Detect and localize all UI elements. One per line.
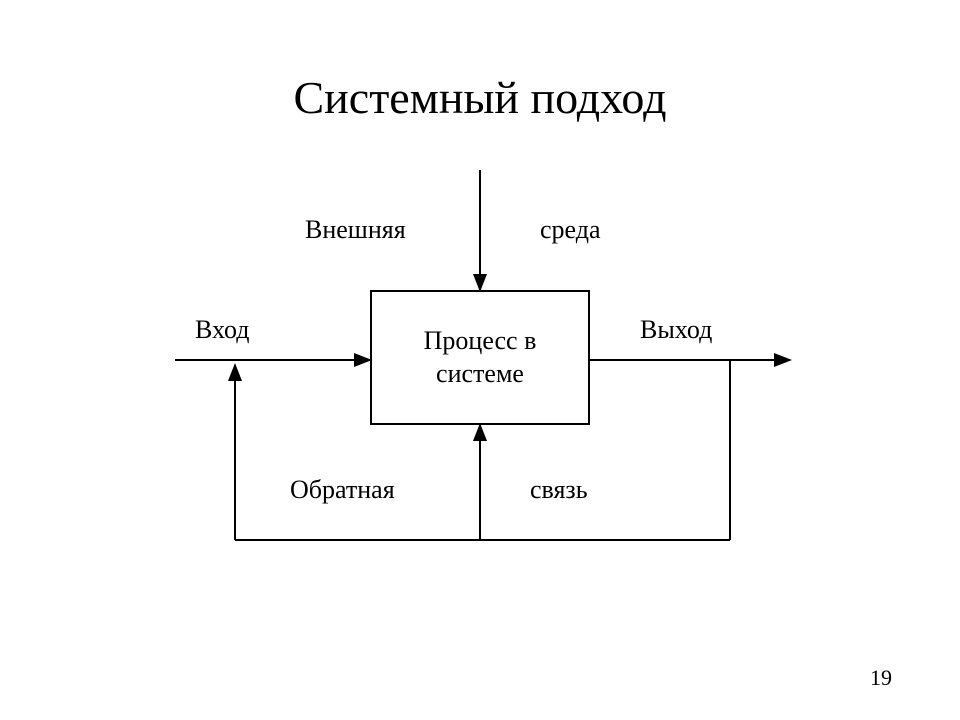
label-env_left: Внешняя bbox=[305, 215, 406, 245]
label-fb_right: связь bbox=[530, 475, 588, 505]
label-output: Выход bbox=[640, 315, 712, 345]
page-number: 19 bbox=[870, 665, 892, 691]
node-process: Процесс в системе bbox=[370, 290, 590, 425]
label-input: Вход bbox=[195, 315, 250, 345]
diagram-stage: Системный подход Процесс в системе Внешн… bbox=[0, 0, 960, 720]
label-env_right: среда bbox=[540, 215, 601, 245]
label-fb_left: Обратная bbox=[290, 475, 395, 505]
